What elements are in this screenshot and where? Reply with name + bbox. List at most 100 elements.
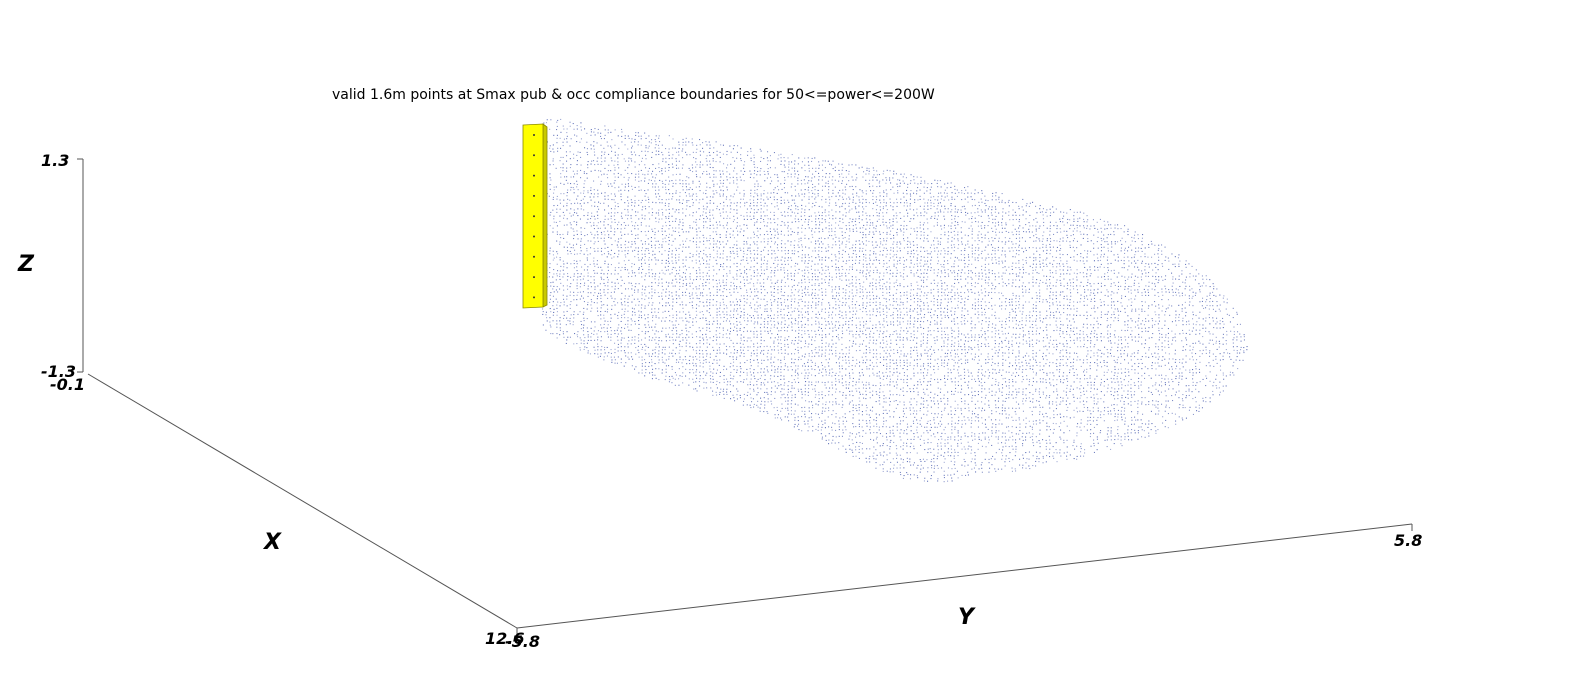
cloud-point [1090, 292, 1092, 294]
cloud-point [811, 228, 813, 230]
cloud-point [795, 221, 797, 223]
cloud-point [686, 200, 688, 202]
cloud-point [577, 151, 579, 153]
cloud-point [1154, 262, 1156, 264]
cloud-point [603, 221, 605, 223]
cloud-point [838, 224, 840, 226]
cloud-point [988, 217, 990, 219]
cloud-point [648, 141, 650, 143]
cloud-point [696, 148, 698, 150]
cloud-point [667, 260, 669, 262]
cloud-point [604, 125, 606, 127]
cloud-point [1199, 291, 1201, 293]
cloud-point [550, 179, 552, 181]
cloud-point [665, 209, 667, 211]
cloud-point [1174, 256, 1176, 258]
cloud-point [1028, 282, 1030, 284]
cloud-point [1001, 275, 1003, 277]
cloud-point [865, 199, 867, 201]
cloud-point [878, 276, 880, 278]
cloud-point [771, 253, 773, 255]
cloud-point [1104, 228, 1106, 230]
cloud-point [1069, 266, 1071, 268]
cloud-point [835, 266, 837, 268]
cloud-point [563, 128, 565, 130]
cloud-point [699, 150, 701, 152]
cloud-point [954, 246, 956, 248]
cloud-point [1117, 288, 1119, 290]
cloud-point [723, 201, 725, 203]
cloud-point [815, 170, 817, 172]
cloud-point [1181, 292, 1183, 294]
cloud-point [1140, 276, 1142, 278]
cloud-point [1029, 256, 1031, 258]
cloud-point [763, 241, 765, 243]
cloud-point [736, 247, 738, 249]
cloud-point [923, 272, 925, 274]
cloud-point [627, 288, 629, 290]
cloud-point [844, 193, 846, 195]
cloud-point [586, 234, 588, 236]
cloud-point [716, 233, 718, 235]
cloud-point [729, 247, 731, 249]
cloud-point [773, 250, 775, 252]
cloud-point [614, 285, 616, 287]
cloud-point [682, 222, 684, 224]
cloud-point [777, 292, 779, 294]
cloud-point [560, 173, 562, 175]
cloud-point [713, 170, 715, 172]
cloud-point [624, 250, 626, 252]
cloud-point [981, 278, 983, 280]
cloud-point [866, 295, 868, 297]
axis-lines [77, 158, 1413, 634]
cloud-point [821, 196, 823, 198]
cloud-point [981, 237, 983, 239]
cloud-point [950, 203, 952, 205]
cloud-point [661, 170, 663, 172]
cloud-point [726, 273, 728, 275]
cloud-point [1041, 240, 1043, 242]
cloud-point [587, 190, 589, 192]
cloud-point [991, 288, 993, 290]
cloud-point [967, 235, 969, 237]
cloud-point [1033, 235, 1035, 237]
cloud-point [1134, 279, 1136, 281]
cloud-point [893, 265, 895, 267]
cloud-point [1018, 233, 1020, 235]
cloud-point [682, 138, 684, 140]
cloud-point [730, 163, 732, 165]
cloud-point [655, 196, 657, 198]
cloud-point [897, 192, 899, 194]
cloud-point [1101, 240, 1103, 242]
cloud-point [1120, 228, 1122, 230]
cloud-point [726, 196, 728, 198]
cloud-point [902, 192, 904, 194]
cloud-point [1023, 251, 1025, 253]
cloud-point [577, 276, 579, 278]
cloud-point [600, 295, 602, 297]
cloud-point [776, 281, 778, 283]
cloud-point [706, 237, 708, 239]
cloud-point [896, 272, 898, 274]
cloud-point [827, 180, 829, 182]
cloud-point [834, 179, 836, 181]
cloud-point [1011, 231, 1013, 233]
cloud-point [682, 208, 684, 210]
cloud-point [988, 285, 990, 287]
cloud-point [590, 144, 592, 146]
cloud-point [754, 186, 756, 188]
cloud-point [876, 199, 878, 201]
cloud-point [865, 254, 867, 256]
cloud-point [722, 295, 724, 297]
cloud-point [584, 227, 586, 229]
cloud-point [672, 182, 674, 184]
cloud-point [550, 150, 552, 152]
cloud-point [713, 173, 715, 175]
cloud-point [855, 173, 857, 175]
cloud-point [980, 198, 982, 200]
cloud-point [634, 228, 636, 230]
cloud-point [811, 289, 813, 291]
cloud-point [946, 187, 948, 189]
cloud-point [773, 262, 775, 264]
cloud-point [733, 215, 735, 217]
